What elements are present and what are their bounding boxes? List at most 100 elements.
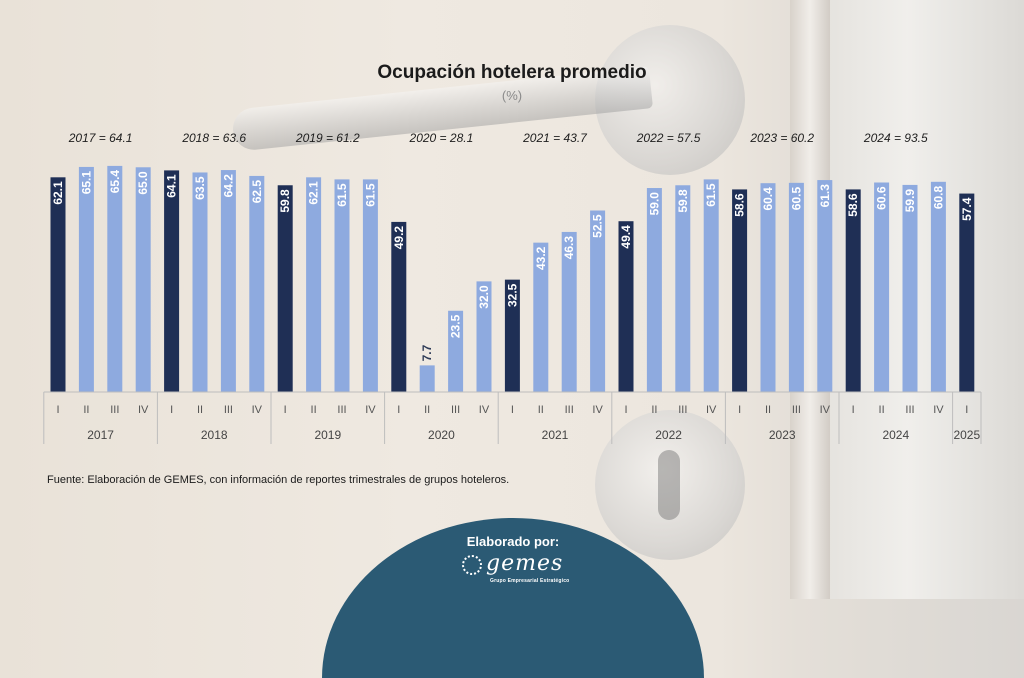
bar-2022-I <box>618 221 634 392</box>
bar-2023-IV <box>817 180 833 392</box>
annual-average-annotation: 2019 = 61.2 <box>295 131 360 145</box>
bar-2020-II <box>419 365 435 392</box>
bar-value-label: 65.0 <box>136 171 150 195</box>
annual-average-annotation: 2021 = 43.7 <box>522 131 588 145</box>
bar-2022-II <box>646 188 662 392</box>
bar-2021-I <box>504 279 520 392</box>
logo-ring-icon <box>462 555 482 575</box>
bar-2018-I <box>164 170 180 392</box>
quarter-tick-label: IV <box>933 404 944 416</box>
quarter-tick-label: III <box>792 404 801 416</box>
quarter-tick-label: II <box>651 404 657 416</box>
bar-2018-IV <box>249 175 265 392</box>
chart-title: Ocupación hotelera promedio <box>377 62 647 83</box>
bar-2024-III <box>902 184 918 392</box>
bar-value-label: 59.8 <box>278 189 292 213</box>
quarter-tick-label: II <box>83 404 89 416</box>
annual-average-annotation: 2020 = 28.1 <box>409 131 474 145</box>
gemes-logo: gemes Grupo Empresarial Estratégico <box>462 551 572 587</box>
bar-2020-III <box>448 310 464 392</box>
quarter-tick-label: IV <box>138 404 149 416</box>
annual-average-annotation: 2023 = 60.2 <box>749 131 814 145</box>
bar-2018-III <box>220 170 236 392</box>
bar-2022-IV <box>703 179 719 392</box>
bar-value-label: 60.8 <box>931 185 945 209</box>
bar-value-label: 59.0 <box>647 192 661 216</box>
annual-average-annotation: 2022 = 57.5 <box>636 131 701 145</box>
bar-value-label: 61.3 <box>818 184 832 208</box>
quarter-tick-label: II <box>765 404 771 416</box>
annual-average-annotation: 2024 = 93.5 <box>863 131 928 145</box>
annual-average-annotation: 2018 = 63.6 <box>181 131 246 145</box>
bar-2019-I <box>277 185 293 392</box>
quarter-tick-label: II <box>424 404 430 416</box>
bar-value-label: 64.2 <box>221 174 235 198</box>
bar-value-label: 65.4 <box>108 170 122 194</box>
bar-value-label: 59.9 <box>903 189 917 213</box>
year-tick-label: 2020 <box>428 428 455 442</box>
quarter-tick-label: III <box>224 404 233 416</box>
year-tick-label: 2022 <box>655 428 682 442</box>
bar-2025-I <box>959 193 975 392</box>
background-photo <box>230 0 1024 599</box>
quarter-tick-label: II <box>879 404 885 416</box>
bar-2023-I <box>732 189 748 392</box>
bar-value-label: 60.4 <box>761 187 775 211</box>
quarter-tick-label: IV <box>479 404 490 416</box>
bar-2022-III <box>675 185 691 392</box>
bar-2017-II <box>78 166 94 392</box>
door-frame-decoration <box>830 0 1024 599</box>
bar-2021-IV <box>590 210 606 392</box>
bar-2017-I <box>50 177 66 392</box>
bar-2023-III <box>788 182 804 392</box>
quarter-tick-label: II <box>311 404 317 416</box>
bar-value-label: 32.5 <box>505 283 519 307</box>
bar-value-label: 57.4 <box>960 197 974 221</box>
bar-2024-I <box>845 189 861 392</box>
bar-value-label: 58.6 <box>846 193 860 217</box>
bar-2024-IV <box>930 181 946 392</box>
year-tick-label: 2023 <box>769 428 796 442</box>
bar-value-label: 65.1 <box>79 171 93 195</box>
bar-value-label: 7.7 <box>420 344 434 361</box>
quarter-tick-label: III <box>110 404 119 416</box>
bar-value-label: 60.6 <box>875 186 889 210</box>
quarter-tick-label: I <box>511 404 514 416</box>
source-note: Fuente: Elaboración de GEMES, con inform… <box>47 474 510 486</box>
bar-2020-I <box>391 221 407 392</box>
bar-value-label: 49.2 <box>392 226 406 250</box>
bar-2024-II <box>874 182 890 392</box>
quarter-tick-label: I <box>56 404 59 416</box>
chart-unit-label: (%) <box>501 88 523 103</box>
footer-label: Elaborado por: <box>466 534 560 549</box>
bar-2021-II <box>533 242 549 392</box>
bar-value-label: 62.5 <box>250 180 264 204</box>
bar-2019-III <box>334 179 350 392</box>
bar-2019-IV <box>362 179 378 392</box>
quarter-tick-label: I <box>170 404 173 416</box>
bar-value-label: 61.5 <box>363 183 377 207</box>
bar-value-label: 58.6 <box>733 193 747 217</box>
quarter-tick-label: IV <box>820 404 831 416</box>
bar-chart: 62.1I65.1II65.4III65.0IV64.1I63.5II64.2I… <box>43 131 982 444</box>
bar-2018-II <box>192 172 208 392</box>
year-tick-label: 2024 <box>882 428 909 442</box>
quarter-tick-label: I <box>738 404 741 416</box>
quarter-tick-label: II <box>538 404 544 416</box>
quarter-tick-label: III <box>451 404 460 416</box>
bar-value-label: 32.0 <box>477 285 491 309</box>
quarter-tick-label: I <box>624 404 627 416</box>
bar-2021-III <box>561 231 577 392</box>
quarter-tick-label: I <box>852 404 855 416</box>
quarter-tick-label: III <box>678 404 687 416</box>
bar-value-label: 63.5 <box>193 176 207 200</box>
bar-2019-II <box>306 177 322 392</box>
bar-value-label: 59.8 <box>676 189 690 213</box>
year-tick-label: 2017 <box>87 428 114 442</box>
year-tick-label: 2019 <box>314 428 341 442</box>
bar-2017-III <box>107 165 123 392</box>
annual-average-annotation: 2017 = 64.1 <box>68 131 133 145</box>
quarter-tick-label: I <box>284 404 287 416</box>
logo-tagline: Grupo Empresarial Estratégico <box>490 578 570 584</box>
bar-value-label: 61.5 <box>335 183 349 207</box>
